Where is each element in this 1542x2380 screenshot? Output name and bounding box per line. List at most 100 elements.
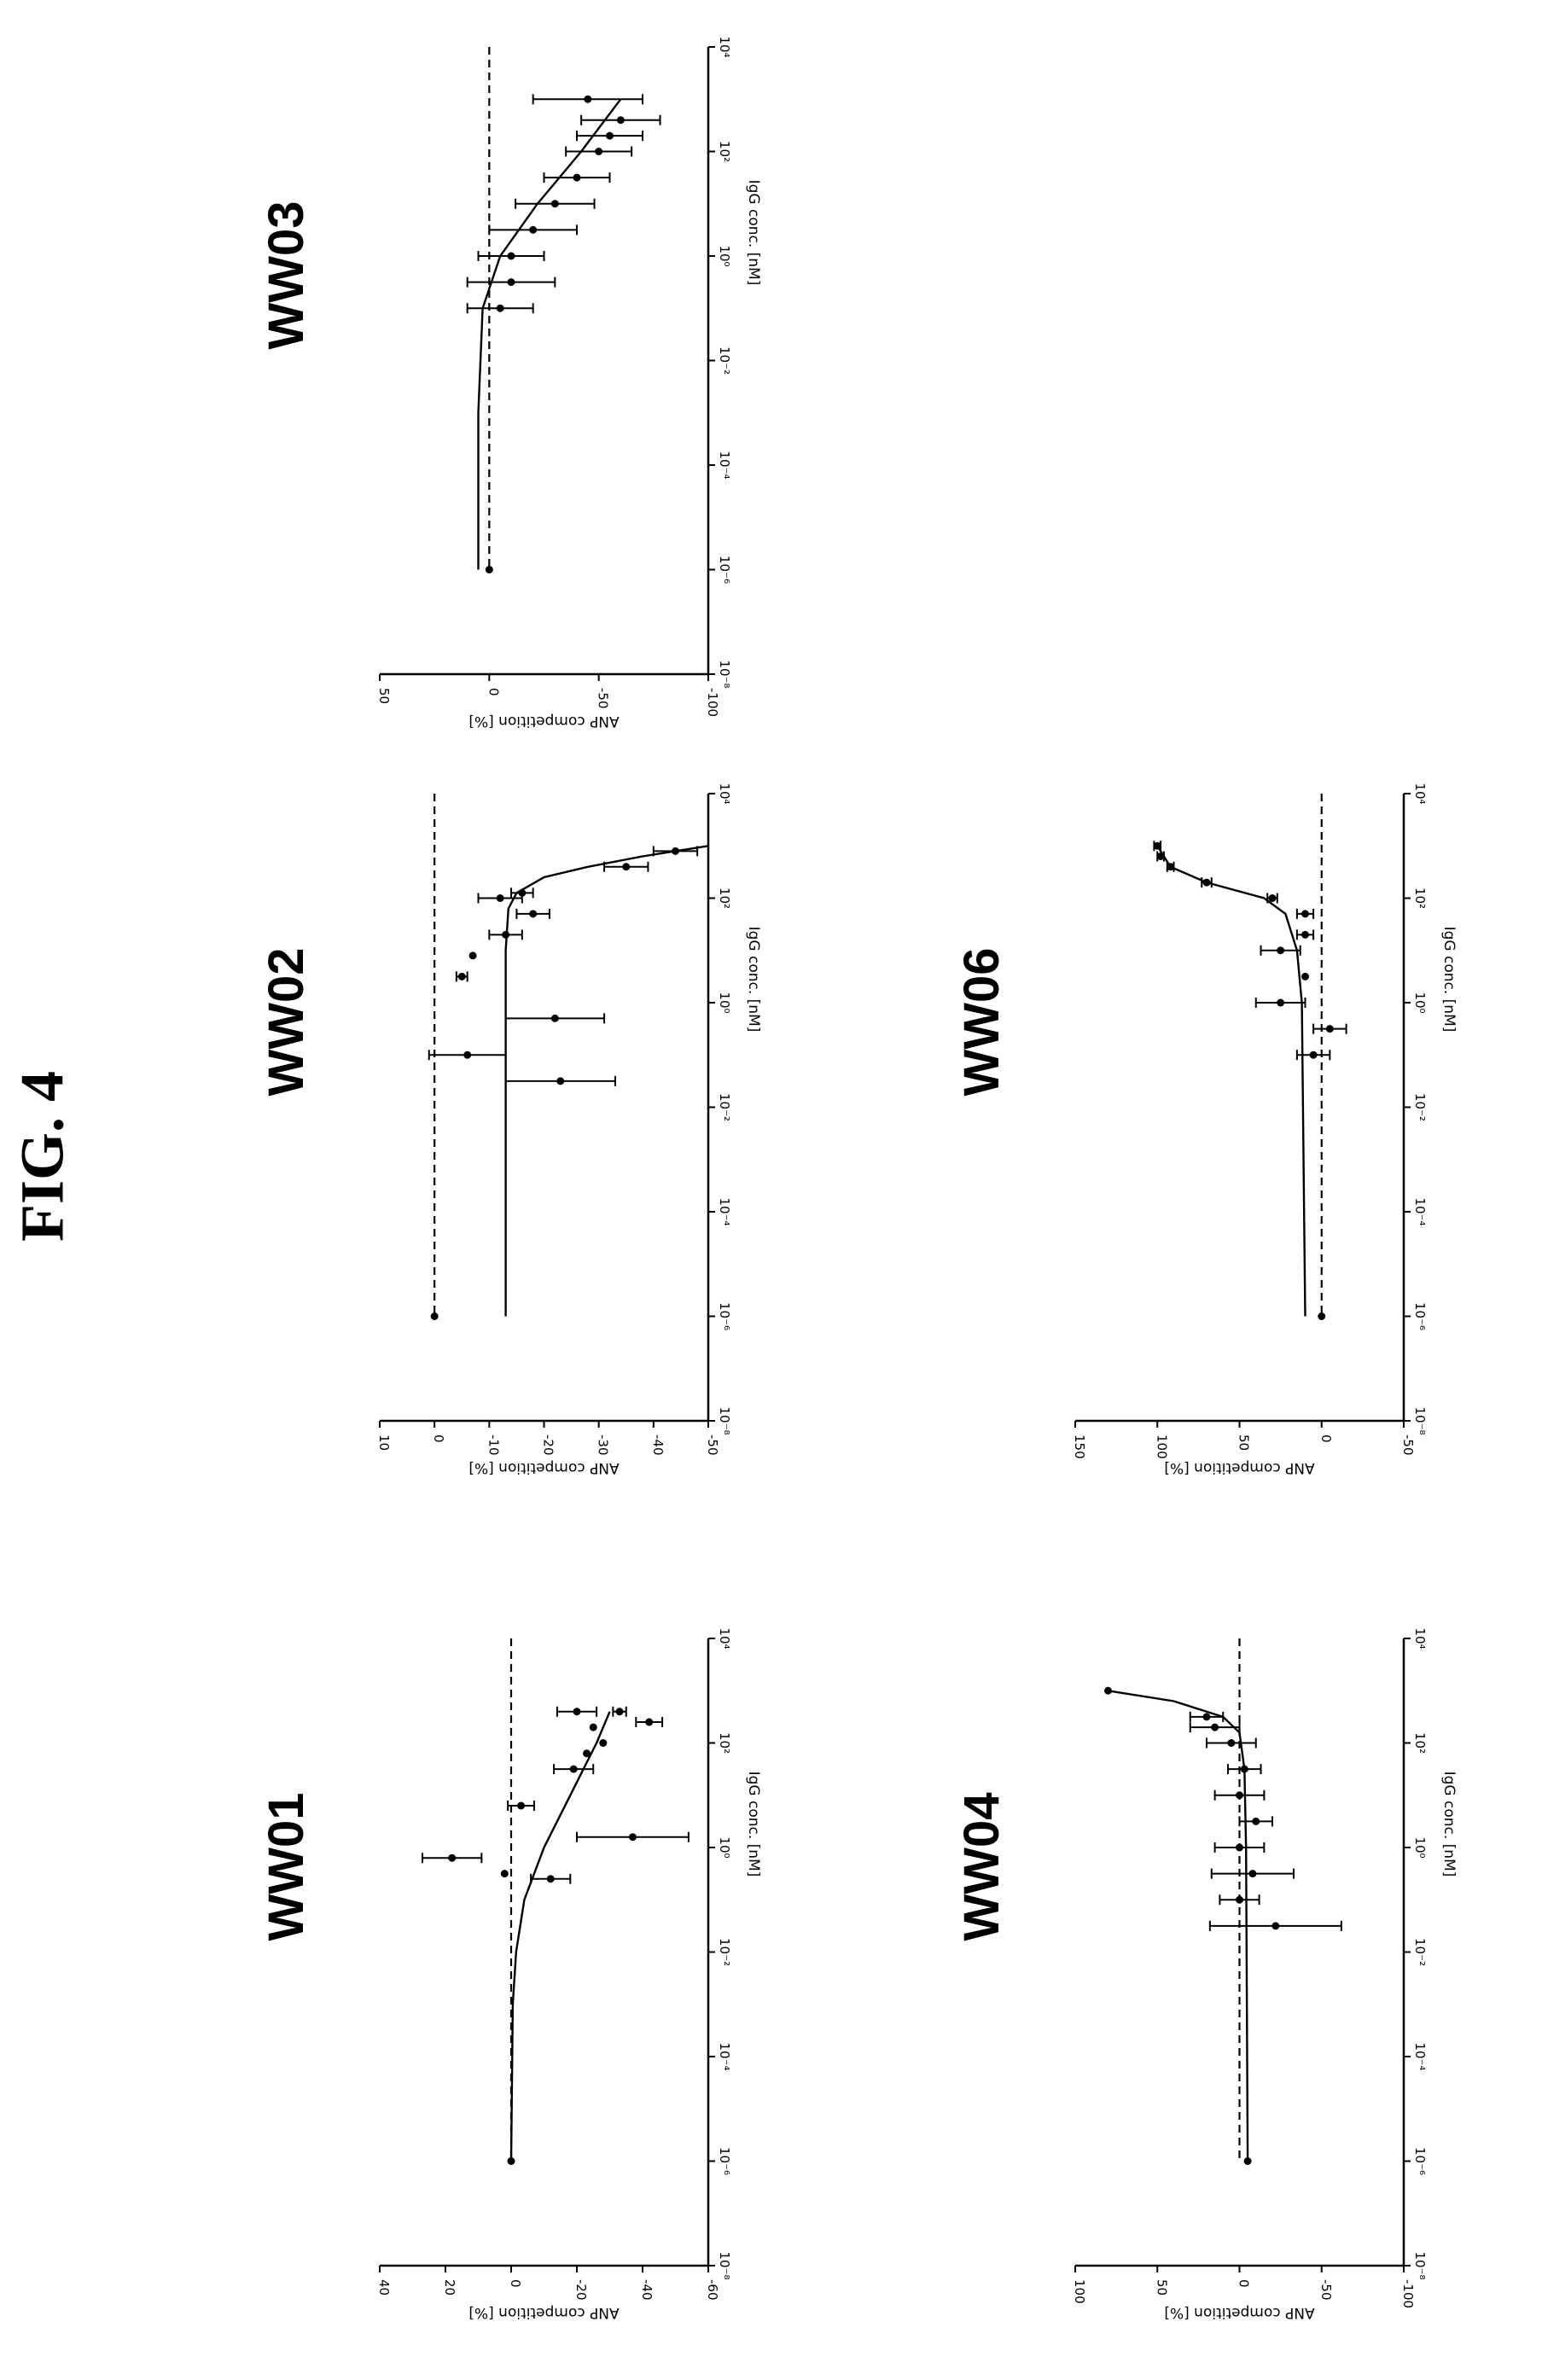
x-axis-label: IgG conc. [nM] [1440, 927, 1458, 1033]
y-tick-label: 0 [486, 688, 501, 696]
y-tick-label: 0 [1237, 2279, 1252, 2288]
x-tick-label: 10⁻⁸ [717, 660, 732, 688]
x-tick-label: 10⁻⁴ [717, 1197, 732, 1225]
data-point [573, 173, 581, 182]
y-tick-label: 100 [1154, 1434, 1169, 1459]
data-point [507, 2157, 515, 2165]
panel-title: WW02 [259, 948, 314, 1097]
panel-ww01: 40 20 0 -20 -40 -60 10⁻⁸ 10⁻⁶ 10⁻⁴ 10⁻² 10⁰ 10² 10⁴ A… [252, 1604, 811, 2342]
data-point [584, 95, 592, 103]
data-point [569, 1765, 578, 1773]
x-tick-label: 10⁻⁸ [1412, 2251, 1428, 2279]
y-axis-label: ANP competition [%] [468, 1459, 619, 1476]
y-tick-label: 40 [376, 2279, 392, 2296]
x-tick-label: 10² [717, 1732, 732, 1754]
x-tick-label: 10⁰ [717, 992, 732, 1013]
data-point [529, 910, 538, 918]
data-point [672, 847, 679, 855]
data-point [595, 148, 603, 155]
x-axis-label: IgG conc. [nM] [745, 927, 762, 1033]
data-point [1156, 852, 1165, 860]
x-tick-label: 10⁻² [717, 1093, 732, 1121]
data-point [616, 116, 625, 125]
y-tick-label: -40 [650, 1434, 666, 1456]
data-point [457, 972, 466, 981]
x-tick-label: 10⁻⁴ [717, 2042, 732, 2070]
data-point [1325, 1025, 1334, 1033]
panel-title: WW04 [954, 1793, 1010, 1941]
x-axis-label: IgG conc. [nM] [745, 1772, 762, 1877]
data-point [589, 1723, 597, 1731]
x-tick-label: 10⁴ [717, 1627, 732, 1649]
data-point [1167, 863, 1175, 871]
data-point [507, 252, 515, 260]
x-tick-label: 10⁻⁶ [717, 556, 732, 584]
data-point [463, 1050, 472, 1059]
y-tick-label: -50 [705, 1434, 720, 1456]
data-point [1104, 1686, 1112, 1695]
data-point [1202, 878, 1211, 887]
data-point [1277, 998, 1285, 1007]
data-point [1243, 2157, 1252, 2165]
x-tick-label: 10⁰ [717, 1836, 732, 1858]
panel-ww02: 10 0 -10 -20 -30 -40 -50 10⁻⁸ 10⁻⁶ 10⁻⁴ 10⁻² 10⁰ 10²… [252, 759, 811, 1498]
y-tick-label: 0 [1318, 1434, 1334, 1443]
x-tick-label: 10⁻⁴ [1412, 1197, 1428, 1225]
fit-curve [477, 98, 622, 570]
data-point [518, 888, 527, 897]
y-axis-label: ANP competition [%] [468, 713, 619, 730]
data-point [496, 304, 504, 312]
fit-curve [504, 845, 709, 1317]
y-tick-label: -100 [1400, 2279, 1416, 2308]
panel-title: WW01 [259, 1793, 314, 1941]
x-tick-label: 10⁻⁶ [1412, 2147, 1428, 2175]
x-tick-label: 10² [1412, 887, 1428, 909]
data-point [550, 200, 559, 208]
data-point [1236, 1791, 1243, 1800]
x-tick-label: 10⁴ [1412, 1627, 1428, 1649]
data-point [1202, 1713, 1211, 1721]
data-point [546, 1875, 555, 1883]
data-point [599, 1739, 608, 1747]
y-tick-label: 10 [376, 1434, 392, 1451]
data-point [468, 951, 477, 960]
x-axis-label: IgG conc. [nM] [1440, 1772, 1458, 1877]
panel-title: WW06 [954, 948, 1010, 1097]
panel-ww03: 50 0 -50 -100 10⁻⁸ 10⁻⁶ 10⁻⁴ 10⁻² 10⁰ 10² 10⁴ ANP c… [252, 13, 811, 751]
data-point [500, 1870, 509, 1878]
data-point [1301, 972, 1309, 981]
data-point [430, 1312, 439, 1320]
x-tick-label: 10² [717, 141, 732, 162]
panel-ww04: 100 50 0 -50 -100 10⁻⁸ 10⁻⁶ 10⁻⁴ 10⁻² 10⁰ 10² 10⁴ AN… [947, 1604, 1506, 2342]
data-point [1248, 1870, 1257, 1878]
data-point [550, 1014, 559, 1022]
y-tick-label: 50 [1237, 1434, 1252, 1451]
data-point [1153, 841, 1161, 850]
x-tick-label: 10⁻⁶ [717, 2147, 732, 2175]
y-tick-label: -50 [596, 688, 611, 709]
x-tick-label: 10⁻² [717, 346, 732, 375]
x-tick-label: 10⁻² [1412, 1093, 1428, 1121]
data-point [1301, 910, 1309, 918]
x-tick-label: 10² [717, 887, 732, 909]
x-tick-label: 10⁻⁶ [1412, 1302, 1428, 1330]
y-tick-label: 20 [442, 2279, 457, 2296]
data-point [507, 278, 515, 287]
x-tick-label: 10⁻⁸ [717, 1406, 732, 1434]
data-point [448, 1853, 457, 1862]
x-axis-label: IgG conc. [nM] [745, 180, 762, 286]
y-tick-label: -60 [705, 2279, 720, 2301]
x-tick-label: 10⁴ [717, 36, 732, 57]
fit-curve [1156, 845, 1306, 1317]
x-tick-label: 10⁻⁴ [1412, 2042, 1428, 2070]
y-tick-label: -50 [1400, 1434, 1416, 1456]
data-point [502, 930, 510, 939]
data-point [1236, 1843, 1243, 1852]
x-tick-label: 10⁻⁶ [717, 1302, 732, 1330]
panel-title: WW03 [259, 201, 314, 350]
data-point [529, 225, 538, 234]
data-point [1301, 930, 1309, 939]
y-tick-label: -30 [596, 1434, 611, 1456]
